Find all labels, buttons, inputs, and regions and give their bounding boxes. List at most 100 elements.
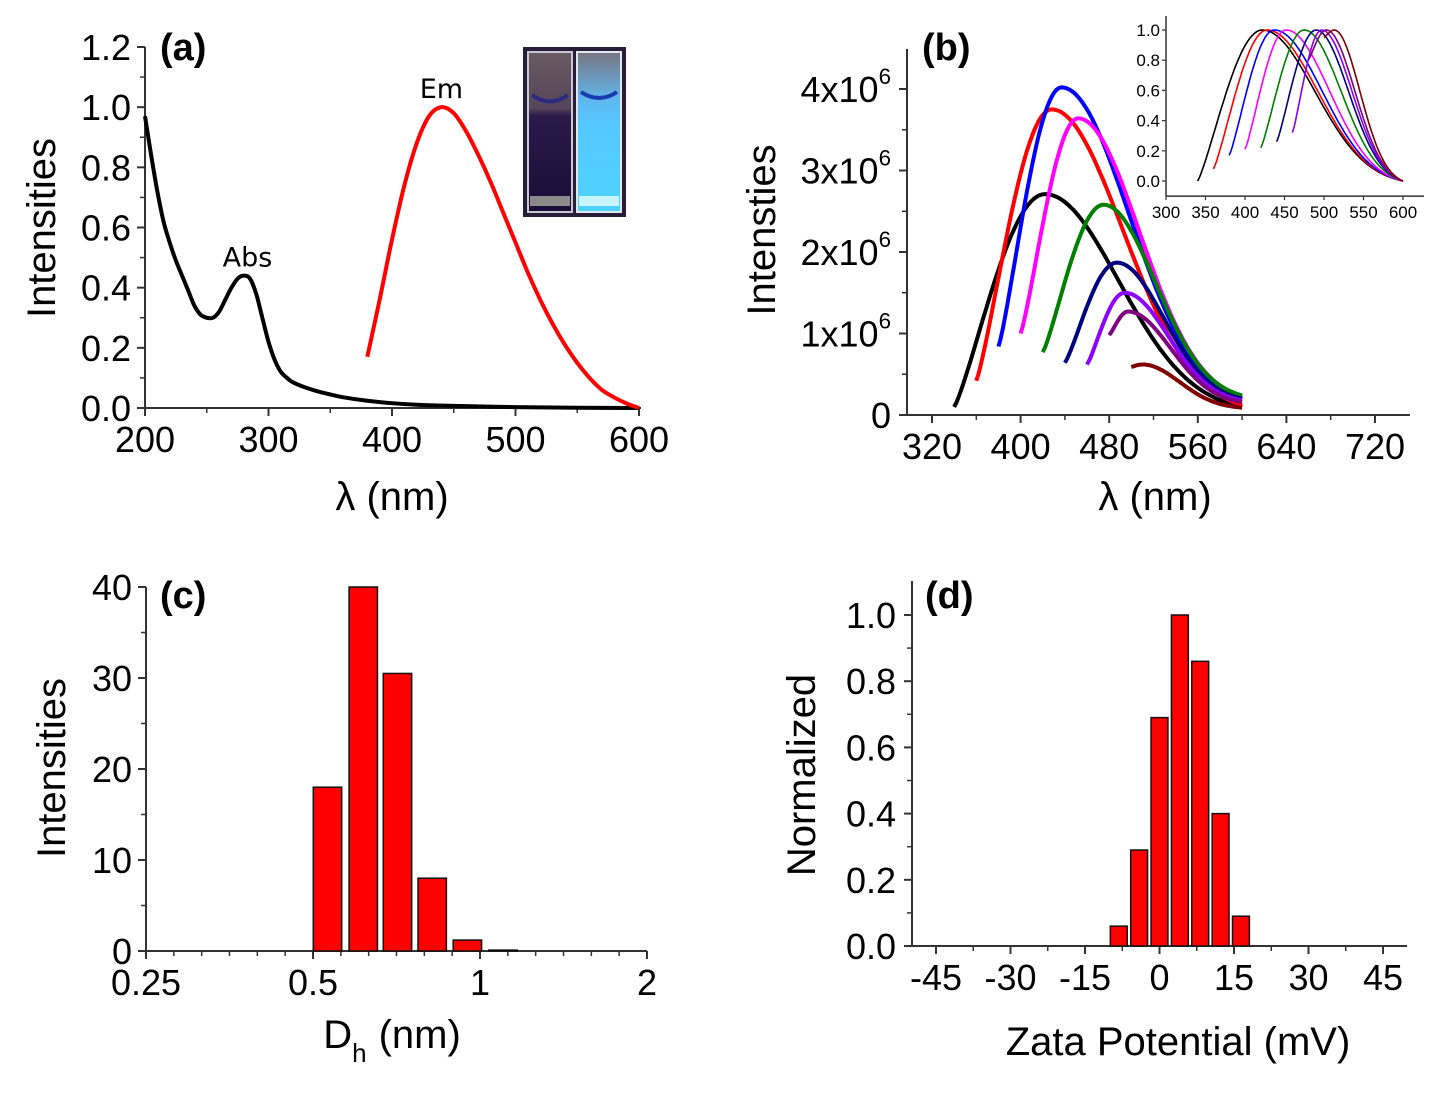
histogram-bar: [1191, 660, 1210, 947]
histogram-bar: [382, 672, 413, 952]
y-tick-label: 0: [112, 931, 132, 972]
x-tick-label: 200: [115, 419, 175, 460]
panel-c-x-axis-symbol: D: [323, 1013, 352, 1057]
histogram-bar: [452, 939, 483, 952]
inset-series-line-norm-360: [1212, 29, 1404, 182]
y-tick-label: 2x106: [801, 227, 892, 273]
series-line-ex-start-380: [996, 85, 1243, 401]
x-tick-label: 0.25: [111, 962, 181, 1003]
panel-c-label: (c): [160, 575, 206, 617]
panel-d-label: (d): [925, 575, 974, 617]
x-tick-label: 720: [1345, 426, 1405, 467]
y-tick-label: 1x106: [801, 308, 892, 354]
inset-y-tick-label: 0.6: [1136, 81, 1160, 100]
inset-y-tick-label: 0.2: [1136, 142, 1160, 161]
panel-d-y-axis-title: Normalized: [780, 674, 824, 876]
y-tick-label: 4x106: [801, 64, 892, 110]
y-tick-mantissa: 1x10: [801, 313, 879, 354]
histogram-bar: [1211, 812, 1230, 947]
inset-x-tick-label: 600: [1389, 203, 1417, 222]
cuvette-photo-inset: [523, 47, 626, 217]
series-line-abs: [143, 115, 640, 410]
y-tick-label: 0.2: [846, 860, 896, 901]
y-tick-exponent: 6: [879, 145, 891, 170]
panel-b-chart: 320 400 480 560 640 72001x1062x1063x1064x106 …: [740, 16, 1424, 519]
series-line-ex-start-420: [1040, 202, 1243, 398]
histogram-bar: [1150, 716, 1169, 947]
inset-series-line-norm-460: [1291, 29, 1404, 182]
inset-y-tick-label: 1.0: [1136, 21, 1160, 40]
x-tick-label: 560: [1168, 426, 1228, 467]
panel-a-plot-area: 200 300 400 500 600 0.0 0.2 0.4 0.6 0.8 1.0 1.2: [81, 27, 669, 460]
histogram-bar: [1109, 925, 1128, 947]
y-tick-label: 10: [92, 840, 132, 881]
inset-x-tick-label: 450: [1270, 203, 1298, 222]
y-tick-mantissa: 2x10: [801, 232, 879, 273]
series-line-ex-start-400: [1018, 116, 1243, 399]
inset-x-tick-label: 300: [1152, 203, 1180, 222]
x-tick-label: -15: [1059, 957, 1111, 998]
x-tick-label: 480: [1079, 426, 1139, 467]
panel-a-label: (a): [160, 27, 206, 69]
inset-series-line-norm-480: [1307, 29, 1404, 182]
series-line-em: [365, 105, 640, 410]
histogram-bar: [312, 786, 343, 952]
panel-a-y-axis-title: Intensities: [20, 138, 64, 318]
y-tick-exponent: 6: [879, 227, 891, 252]
x-tick-label: 0.5: [288, 962, 338, 1003]
y-tick-label: 0.4: [81, 268, 131, 309]
series-line-ex-start-500: [1130, 362, 1243, 410]
x-tick-label: 15: [1214, 957, 1254, 998]
x-tick-label: 640: [1256, 426, 1316, 467]
panel-d-x-axis-title: Zata Potential (mV): [1006, 1020, 1351, 1064]
histogram-bar: [348, 586, 379, 952]
panel-b-label: (b): [922, 27, 971, 69]
y-tick-label: 0.4: [846, 794, 896, 835]
y-tick-label: 40: [92, 567, 132, 608]
inset-series-line-norm-400: [1244, 29, 1404, 182]
x-tick-label: 0: [1149, 957, 1169, 998]
y-tick-label: 0.6: [81, 207, 131, 248]
series-line-ex-start-480: [1107, 309, 1243, 404]
inset-y-tick-label: 0.4: [1136, 112, 1160, 131]
x-tick-label: 400: [362, 419, 422, 460]
x-tick-label: 500: [485, 419, 545, 460]
y-tick-mantissa: 4x10: [801, 69, 879, 110]
inset-x-tick-label: 550: [1349, 203, 1377, 222]
panel-c-x-axis-unit: (nm): [379, 1013, 461, 1057]
x-tick-label: 400: [991, 426, 1051, 467]
inset-x-tick-label: 500: [1310, 203, 1338, 222]
panel-c-x-axis-title: Dh (nm): [323, 1013, 461, 1068]
inset-y-tick-label: 0.8: [1136, 51, 1160, 70]
y-tick-label: 20: [92, 749, 132, 790]
x-tick-label: 600: [609, 419, 669, 460]
histogram-bar: [1170, 614, 1190, 947]
x-tick-label: 2: [637, 962, 657, 1003]
histogram-bar: [1231, 915, 1251, 947]
panel-d-plot-area: -45 -30 -15 0 15 30 45 0.0 0.2 0.4 0.6 0.8 1.0: [846, 581, 1407, 998]
inset-series-line-norm-440: [1275, 29, 1404, 182]
y-tick-label: 30: [92, 658, 132, 699]
y-tick-label: 1.0: [846, 595, 896, 636]
inset-x-tick-label: 350: [1191, 203, 1219, 222]
series-line-ex-start-440: [1063, 260, 1243, 401]
panel-a-x-axis-title: λ (nm): [335, 475, 448, 519]
y-tick-label: 0.0: [846, 926, 896, 967]
x-tick-label: -30: [984, 957, 1036, 998]
inset-series-line-norm-420: [1260, 29, 1404, 182]
panel-b-x-axis-title: λ (nm): [1098, 475, 1211, 519]
y-tick-mantissa: 3x10: [801, 150, 879, 191]
panel-d-chart: -45 -30 -15 0 15 30 45 0.0 0.2 0.4 0.6 0.8 1.0 (d) Z…: [780, 575, 1407, 1064]
inset-x-tick-label: 400: [1231, 203, 1259, 222]
x-tick-label: 320: [902, 426, 962, 467]
y-tick-label: 0.8: [81, 147, 131, 188]
panel-a-em-annotation: Em: [420, 74, 463, 105]
panel-a-abs-annotation: Abs: [223, 243, 273, 274]
x-tick-label: 30: [1288, 957, 1328, 998]
y-tick-exponent: 6: [879, 308, 891, 333]
x-tick-label: 45: [1363, 957, 1403, 998]
panel-c-x-axis-subscript: h: [352, 1038, 366, 1068]
panel-c-y-axis-title: Intensities: [30, 678, 74, 858]
